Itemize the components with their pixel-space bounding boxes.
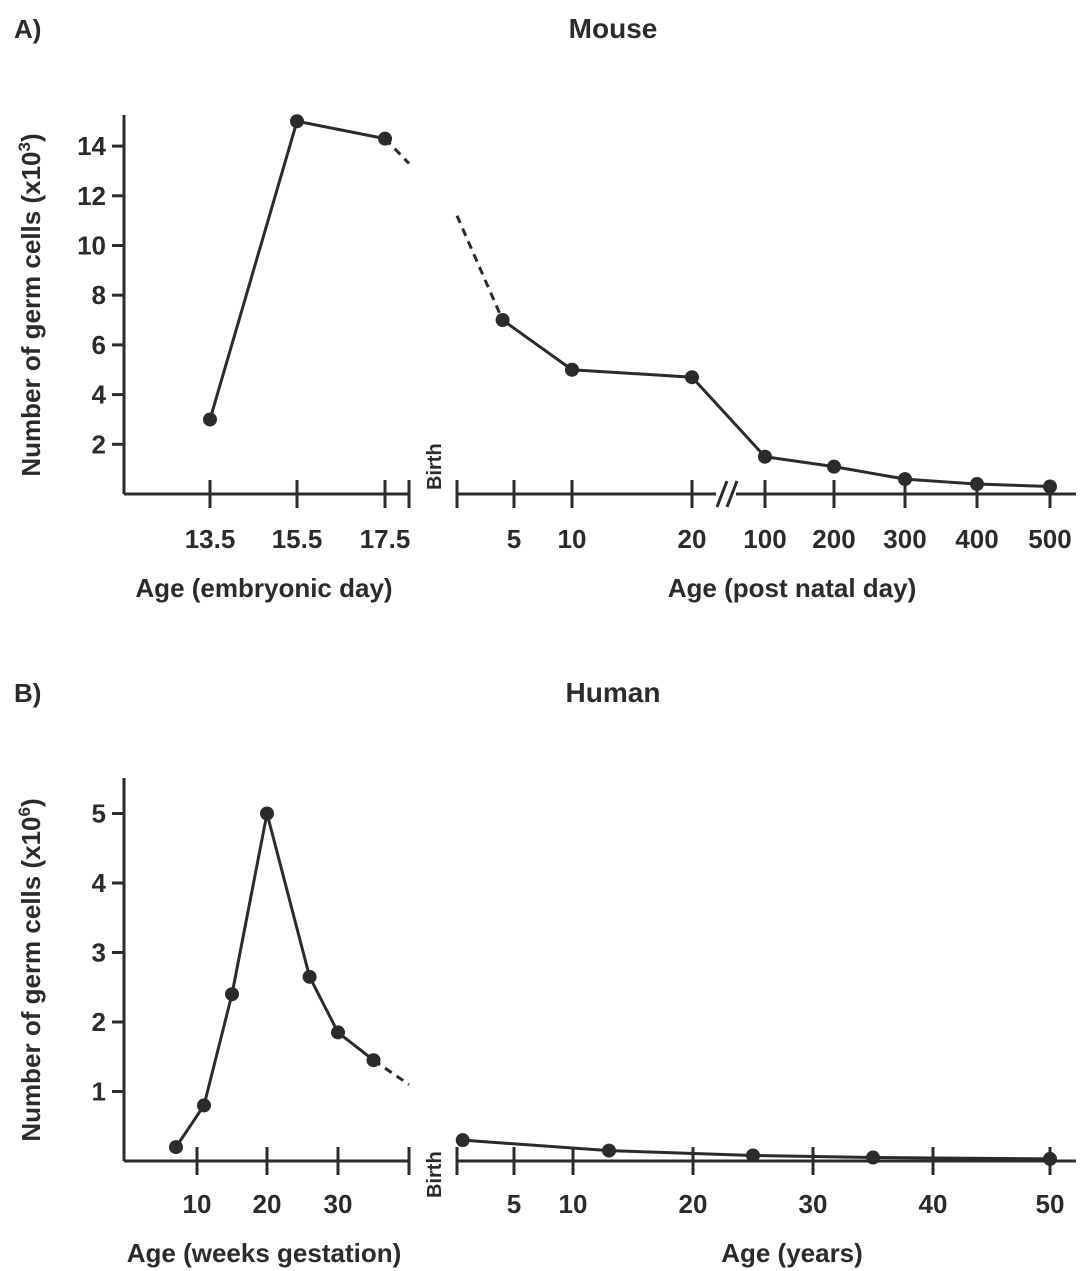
panel-b-y-axis-label: Number of germ cells (x106): [15, 798, 46, 1141]
panel-b-y-ticks: 1 2 3 4 5: [92, 799, 124, 1107]
y-tick-label: 5: [92, 799, 106, 829]
series-dashed-extension: [455, 215, 504, 321]
panel-a: A) Mouse Number of germ cells (x103) 2 4 6…: [14, 13, 1076, 603]
x-tick-label: 15.5: [272, 524, 323, 554]
y-tick-label: 1: [92, 1077, 106, 1107]
panel-a-x-ticks: 13.5 15.5 17.5 5 10 20 100 200 300 400 500: [185, 480, 1072, 554]
data-point: [602, 1143, 616, 1158]
data-point: [495, 313, 510, 328]
panel-b-title: Human: [566, 677, 661, 708]
series-line-postnatal: [501, 318, 1051, 489]
panel-a-axis-break-mark-2: [725, 480, 739, 508]
panel-a-birth-label: Birth: [424, 443, 446, 490]
data-point: [1043, 1151, 1057, 1166]
x-tick-label: 17.5: [360, 524, 411, 554]
panel-b-x-label-left: Age (weeks gestation): [127, 1238, 402, 1268]
y-tick-label: 2: [92, 1007, 106, 1037]
panel-b: B) Human Number of germ cells (x106) 1 2 3…: [14, 677, 1076, 1268]
x-tick-label: 10: [558, 524, 587, 554]
x-tick-label: 20: [253, 1189, 282, 1219]
y-tick-label: 14: [77, 131, 106, 161]
x-tick-label: 30: [324, 1189, 353, 1219]
data-point: [970, 477, 984, 492]
panel-a-y-axis-label: Number of germ cells (x103): [15, 133, 46, 476]
x-tick-label: 50: [1036, 1189, 1065, 1219]
y-tick-label: 6: [92, 330, 106, 360]
panel-a-axis-break-mark-1: [715, 480, 729, 508]
x-tick-label: 10: [183, 1189, 212, 1219]
x-tick-label: 100: [743, 524, 786, 554]
x-tick-label: 30: [799, 1189, 828, 1219]
x-tick-label: 13.5: [185, 524, 236, 554]
panel-b-x-ticks: 10 20 30 5 10 20 30 40 50: [183, 1147, 1065, 1219]
data-point: [898, 472, 912, 487]
data-point: [260, 806, 274, 821]
panel-b-x-label-right: Age (years): [721, 1238, 863, 1268]
panel-b-series: [169, 806, 1057, 1166]
series-line-prenatal: [174, 813, 375, 1148]
data-point: [169, 1140, 183, 1155]
panel-b-label: B): [14, 678, 41, 708]
series-line-prenatal: [208, 119, 386, 420]
panel-a-x-label-left: Age (embryonic day): [135, 573, 392, 603]
panel-a-label: A): [14, 14, 41, 44]
data-point: [378, 131, 392, 146]
data-point: [758, 449, 772, 464]
x-tick-label: 200: [812, 524, 855, 554]
data-point: [866, 1150, 880, 1165]
y-tick-label: 2: [92, 429, 106, 459]
x-tick-label: 500: [1028, 524, 1071, 554]
x-tick-label: 20: [679, 1189, 708, 1219]
x-tick-label: 20: [678, 524, 707, 554]
data-point: [203, 412, 217, 427]
panel-a-series: [203, 114, 1057, 494]
x-tick-label: 5: [507, 1189, 521, 1219]
data-point: [302, 969, 317, 984]
data-point: [565, 362, 579, 377]
x-tick-label: 300: [883, 524, 926, 554]
y-tick-label: 8: [92, 280, 106, 310]
y-tick-label: 4: [92, 380, 107, 410]
series-dashed-extension: [372, 1058, 410, 1086]
data-point: [331, 1025, 345, 1040]
panel-a-y-ticks: 2 4 6 8 10 12 14: [77, 131, 124, 459]
y-tick-label: 10: [77, 231, 106, 261]
data-point: [290, 114, 304, 129]
data-point: [1043, 479, 1057, 494]
y-tick-label: 12: [77, 181, 106, 211]
data-point: [197, 1098, 211, 1113]
panel-a-title: Mouse: [569, 13, 658, 44]
x-tick-label: 40: [919, 1189, 948, 1219]
panel-b-birth-label: Birth: [424, 1151, 446, 1198]
data-point: [455, 1133, 470, 1148]
data-point: [366, 1053, 381, 1068]
data-point: [746, 1148, 760, 1163]
panel-a-x-label-right: Age (post natal day): [668, 573, 916, 603]
y-tick-label: 3: [92, 938, 106, 968]
y-tick-label: 4: [92, 868, 107, 898]
x-tick-label: 400: [955, 524, 998, 554]
data-point: [225, 987, 239, 1002]
data-point: [827, 459, 841, 474]
data-point: [685, 370, 699, 385]
x-tick-label: 5: [507, 524, 521, 554]
x-tick-label: 10: [559, 1189, 588, 1219]
